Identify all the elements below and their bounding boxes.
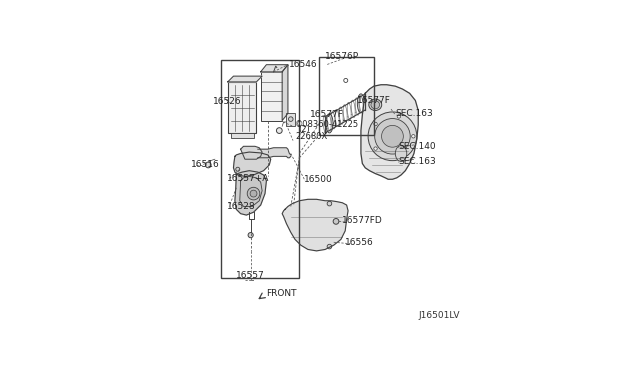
Circle shape (368, 112, 417, 161)
Text: (2): (2) (298, 125, 310, 135)
Circle shape (247, 187, 260, 200)
Circle shape (397, 115, 401, 118)
Polygon shape (241, 146, 262, 159)
Polygon shape (282, 199, 348, 251)
Circle shape (412, 135, 415, 138)
Circle shape (205, 162, 211, 168)
Circle shape (327, 244, 332, 249)
Bar (287, 113, 295, 126)
Text: J16501LV: J16501LV (419, 311, 460, 320)
Polygon shape (235, 171, 266, 215)
Text: 16576P: 16576P (325, 52, 359, 61)
Text: 16557: 16557 (236, 271, 264, 280)
Ellipse shape (396, 145, 407, 161)
Polygon shape (228, 76, 262, 82)
Bar (221, 60, 300, 278)
Polygon shape (258, 148, 291, 158)
Text: FRONT: FRONT (266, 289, 297, 298)
Bar (230, 134, 253, 138)
Circle shape (276, 128, 282, 134)
Circle shape (397, 154, 401, 158)
Text: 16546: 16546 (289, 60, 318, 68)
Circle shape (250, 190, 257, 197)
Text: 16577F: 16577F (356, 96, 390, 105)
Circle shape (333, 218, 339, 224)
Circle shape (374, 119, 410, 154)
Text: 22680X: 22680X (295, 132, 327, 141)
Polygon shape (260, 65, 288, 72)
Circle shape (289, 117, 293, 121)
Text: SEC.163: SEC.163 (398, 157, 436, 166)
Text: 16557+A: 16557+A (227, 174, 269, 183)
Polygon shape (282, 65, 288, 121)
Polygon shape (361, 85, 418, 179)
Polygon shape (234, 152, 271, 176)
Text: SEC.163: SEC.163 (396, 109, 433, 118)
Text: 16528: 16528 (227, 202, 256, 211)
Polygon shape (240, 176, 262, 206)
Circle shape (327, 201, 332, 206)
Circle shape (374, 147, 377, 150)
Text: ©08360-41225: ©08360-41225 (295, 120, 359, 129)
Bar (228, 82, 257, 134)
Bar (319, 57, 374, 135)
Text: 16516: 16516 (191, 160, 220, 169)
Ellipse shape (371, 101, 380, 109)
Text: 16556: 16556 (344, 238, 373, 247)
Ellipse shape (369, 99, 381, 110)
Circle shape (381, 125, 403, 147)
Text: 16577FD: 16577FD (342, 216, 383, 225)
Text: 16577F: 16577F (310, 110, 344, 119)
Bar (260, 72, 282, 121)
Circle shape (374, 122, 377, 126)
Circle shape (248, 232, 253, 238)
Text: SEC.140: SEC.140 (398, 142, 436, 151)
Text: 16500: 16500 (303, 175, 332, 185)
Text: 16526: 16526 (212, 97, 241, 106)
Circle shape (236, 167, 240, 171)
